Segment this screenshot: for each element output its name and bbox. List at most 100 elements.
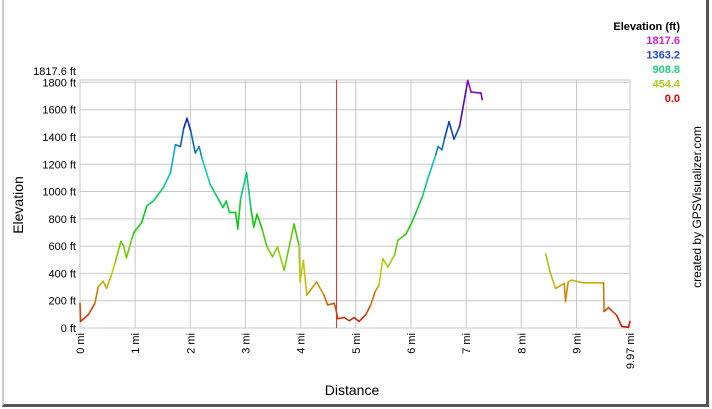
grid — [79, 79, 631, 329]
profile-segment — [453, 125, 461, 140]
profile-segment — [122, 244, 128, 259]
tick-labels: 0 ft 200 ft 400 ft 600 ft 800 ft 1000 ft 1200 … — [33, 66, 637, 369]
profile-segment — [140, 205, 148, 224]
profile-segment — [335, 311, 339, 320]
profile-segment — [544, 252, 551, 273]
profile-segment — [353, 316, 360, 323]
profile-segment — [131, 231, 135, 240]
profile-segment — [299, 259, 305, 283]
profile-segment — [480, 92, 483, 101]
profile-segment — [458, 79, 469, 128]
x-tick-label: 1 mi — [130, 333, 142, 354]
profile-segment — [114, 240, 122, 263]
profile-segment — [109, 261, 117, 280]
profile-segment — [182, 117, 188, 130]
profile-segment — [169, 143, 177, 174]
profile-segment — [298, 244, 301, 283]
x-tick-label: 8 mi — [516, 333, 528, 354]
profile-segment — [222, 200, 227, 209]
profile-segment — [198, 145, 203, 159]
profile-segment — [387, 254, 396, 268]
y-tick-label: 200 ft — [48, 296, 76, 308]
x-tick-label: 4 mi — [296, 333, 308, 354]
profile-segment — [343, 316, 351, 322]
profile-segment — [323, 294, 329, 306]
profile-segment — [435, 145, 439, 156]
legend-entry: 908.8 — [652, 64, 680, 76]
profile-segment — [305, 281, 318, 296]
profile-segment — [239, 171, 248, 201]
y-tick-label: 1200 ft — [42, 159, 76, 171]
profile-segment — [378, 257, 384, 286]
profile-segment — [549, 271, 557, 290]
y-tick-label: 0 ft — [61, 323, 76, 335]
profile-segment — [602, 282, 605, 313]
profile-segment — [133, 221, 143, 234]
profile-segment — [554, 282, 566, 290]
profile-segment — [396, 233, 407, 242]
profile-segment — [326, 302, 336, 306]
profile-segment — [620, 325, 630, 329]
profile-segment — [225, 200, 231, 214]
profile-segment — [443, 120, 450, 140]
y-tick-label: 600 ft — [48, 241, 76, 253]
profile-segment — [430, 153, 437, 171]
profile-segment — [190, 130, 197, 154]
credit-text: created by GPSVisualizer.com — [690, 126, 704, 288]
profile-segment — [145, 200, 155, 207]
profile-segment — [293, 223, 300, 247]
profile-segment — [120, 240, 125, 247]
profile-segment — [315, 281, 325, 296]
profile-segment — [179, 127, 185, 148]
profile-segment — [374, 284, 380, 293]
profile-segment — [252, 213, 258, 228]
profile-segment — [162, 172, 172, 189]
profile-segment — [201, 157, 211, 186]
legend-entry: 454.4 — [652, 79, 680, 91]
y-axis-label: Elevation — [10, 176, 26, 234]
profile-segment — [174, 143, 182, 148]
profile-segment — [411, 195, 424, 222]
profile-segment — [615, 314, 623, 328]
x-tick-label: 7 mi — [461, 333, 473, 354]
profile-segment — [217, 198, 224, 209]
profile-segment — [79, 313, 90, 323]
legend-entry: 1363.2 — [646, 50, 680, 62]
profile-segment — [94, 285, 100, 305]
x-tick-label: 6 mi — [406, 333, 418, 354]
legend-title: Elevation (ft) — [613, 21, 680, 33]
x-axis-label: Distance — [325, 382, 380, 398]
y-tick-label: 1600 ft — [42, 105, 76, 117]
profile-segment — [607, 306, 618, 317]
profile-segment — [283, 223, 295, 272]
y-tick-label: 1800 ft — [42, 77, 76, 89]
x-tick-label: 2 mi — [185, 333, 197, 354]
elevation-profile — [79, 79, 631, 329]
profile-segment — [421, 178, 429, 197]
profile-segment — [382, 257, 389, 268]
profile-segment — [194, 145, 200, 154]
profile-segment — [467, 79, 472, 93]
y-tick-label: 400 ft — [48, 268, 76, 280]
profile-segment — [105, 277, 112, 290]
profile-segment — [97, 280, 104, 288]
y-tick-label: 800 ft — [48, 214, 76, 226]
profile-segment — [358, 313, 367, 323]
x-tick-label: 9 mi — [571, 333, 583, 354]
profile-segment — [448, 120, 455, 140]
profile-segment — [426, 168, 432, 181]
profile-segment — [302, 259, 308, 296]
y-tick-label: 1817.6 ft — [33, 66, 76, 78]
x-tick-label: 5 mi — [351, 333, 363, 354]
profile-segment — [186, 117, 192, 133]
profile-segment — [336, 316, 346, 320]
profile-segment — [102, 280, 108, 290]
profile-segment — [393, 239, 399, 257]
profile-segment — [87, 302, 96, 316]
profile-segment — [333, 302, 338, 313]
profile-segment — [348, 316, 355, 322]
profile-segment — [603, 306, 610, 313]
legend-entry: 1817.6 — [646, 35, 680, 47]
